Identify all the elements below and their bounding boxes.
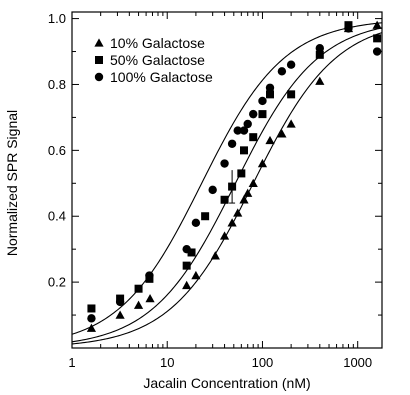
data-point-square <box>187 248 196 257</box>
data-point-circle <box>372 47 382 56</box>
data-point-square <box>134 284 143 293</box>
data-point-square <box>87 304 96 313</box>
data-point-circle <box>249 109 258 119</box>
x-axis-title: Jacalin Concentration (nM) <box>143 375 310 391</box>
data-point-triangle <box>182 280 192 290</box>
legend-marker-triangle <box>94 38 104 47</box>
data-point-circle <box>286 60 296 69</box>
data-point-circle <box>344 24 353 33</box>
x-tick-label: 100 <box>252 355 274 370</box>
data-markers <box>86 20 382 332</box>
data-point-square <box>249 133 258 142</box>
data-point-circle <box>233 126 242 135</box>
data-point-circle <box>258 96 267 106</box>
data-point-square <box>237 169 246 178</box>
data-point-triangle <box>145 293 155 303</box>
data-point-triangle <box>86 323 97 332</box>
data-point-triangle <box>210 251 220 260</box>
data-point-square <box>315 50 324 59</box>
data-point-triangle <box>115 310 125 319</box>
data-point-triangle <box>227 218 237 227</box>
data-point-circle <box>315 44 324 53</box>
y-axis-title: Normalized SPR Signal <box>4 110 20 256</box>
data-point-triangle <box>239 195 249 204</box>
data-point-circle <box>227 139 237 148</box>
y-tick-label: 1.0 <box>48 11 66 26</box>
data-point-circle <box>265 83 275 92</box>
data-point-square <box>201 212 210 221</box>
plot-frame <box>71 11 383 349</box>
data-point-circle <box>145 271 154 280</box>
plot-border <box>71 11 383 349</box>
y-tick-label: 0.6 <box>48 143 66 158</box>
data-point-square <box>220 195 229 204</box>
data-point-square <box>258 110 267 119</box>
y-tick-label: 0.8 <box>48 77 66 92</box>
data-point-triangle <box>372 20 382 29</box>
data-point-circle <box>191 218 201 228</box>
data-point-triangle <box>243 188 253 197</box>
data-point-triangle <box>265 135 275 145</box>
legend-label: 100% Galactose <box>110 69 213 85</box>
data-point-circle <box>87 314 96 323</box>
data-point-triangle <box>286 119 296 128</box>
data-point-triangle <box>257 158 268 168</box>
data-point-square <box>240 146 249 155</box>
fit-curve <box>71 22 383 335</box>
data-point-circle <box>277 67 287 76</box>
data-point-triangle <box>133 300 144 309</box>
y-tick-label: 0.4 <box>48 209 66 224</box>
data-point-triangle <box>315 76 325 85</box>
y-tick-label: 0.2 <box>48 275 66 290</box>
data-point-square <box>287 90 296 99</box>
data-point-circle <box>220 159 229 168</box>
legend-label: 50% Galactose <box>110 52 205 68</box>
legend-marker-square <box>95 56 103 64</box>
data-point-triangle <box>191 270 201 280</box>
fit-curve <box>71 32 383 345</box>
x-axis: 1 10 100 1000 <box>68 12 372 370</box>
data-point-triangle <box>233 208 243 217</box>
y-axis: 0.2 0.4 0.6 0.8 1.0 <box>48 11 382 316</box>
data-point-square <box>182 261 191 270</box>
legend-marker-circle <box>94 72 104 82</box>
data-point-triangle <box>277 129 287 138</box>
data-point-triangle <box>248 178 258 187</box>
data-point-triangle <box>219 231 230 240</box>
x-tick-label: 1000 <box>343 355 372 370</box>
data-point-square <box>266 90 275 99</box>
data-point-circle <box>239 126 249 135</box>
x-tick-label: 10 <box>160 355 174 370</box>
x-tick-label: 1 <box>68 355 75 370</box>
legend-label: 10% Galactose <box>110 35 205 51</box>
data-point-circle <box>243 119 252 129</box>
data-point-circle <box>208 185 217 195</box>
data-point-square <box>373 34 382 43</box>
data-point-circle <box>115 297 125 307</box>
data-point-circle <box>182 244 191 254</box>
